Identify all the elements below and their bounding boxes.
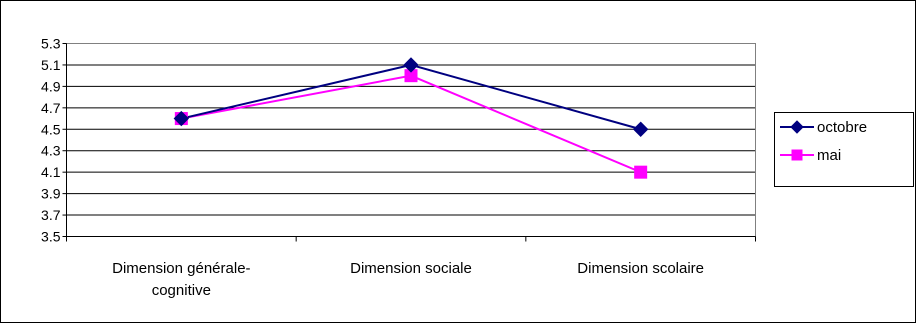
legend-label: mai (817, 147, 841, 164)
x-tick-label: Dimension générale- (112, 260, 250, 277)
legend-item-octobre: octobre (780, 119, 867, 136)
y-tick-label: 3.9 (41, 186, 61, 202)
data-point-octobre (173, 110, 190, 127)
x-tick-label: cognitive (152, 282, 211, 299)
data-point-octobre (403, 57, 419, 73)
legend-label: octobre (817, 119, 867, 136)
y-tick-label: 5.1 (41, 57, 61, 73)
x-tick-label: Dimension sociale (350, 260, 472, 277)
y-tick-label: 3.5 (41, 229, 61, 245)
y-tick-label: 4.3 (41, 143, 61, 159)
legend-item-mai: mai (780, 147, 841, 164)
y-tick-label: 3.7 (41, 207, 61, 223)
series (173, 57, 649, 179)
legend-marker (791, 149, 803, 161)
y-axis-ticks: 3.5 3.7 3.9 4.1 4.3 4.5 4.7 4.9 5.1 5.3 (41, 36, 67, 245)
series-markers-octobre (173, 57, 649, 137)
y-tick-label: 4.7 (41, 100, 61, 116)
y-tick-label: 4.9 (41, 78, 61, 94)
x-axis-ticks: Dimension générale-cognitive Dimension so… (66, 236, 756, 299)
legend-marker (790, 120, 804, 134)
data-point-mai (634, 165, 648, 179)
x-tick-label: Dimension scolaire (577, 260, 704, 277)
y-tick-label: 4.1 (41, 164, 61, 180)
legend-items: octobre mai (780, 119, 867, 164)
y-tick-label: 4.5 (41, 121, 61, 137)
legend: octobre mai (774, 112, 914, 187)
y-tick-label: 5.3 (41, 36, 61, 52)
data-point-octobre (632, 121, 649, 137)
